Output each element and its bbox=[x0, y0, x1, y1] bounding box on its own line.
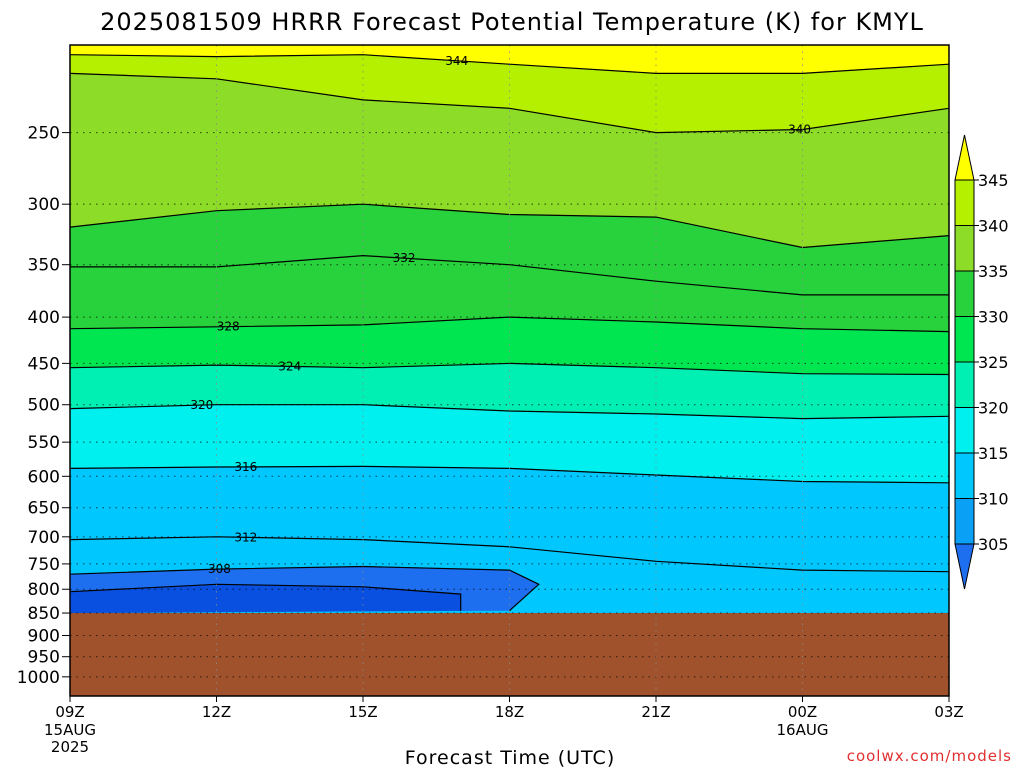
y-tick-label-600: 600 bbox=[28, 467, 60, 487]
colorbar-tick-335: 335 bbox=[978, 262, 1009, 281]
chart-title: 2025081509 HRRR Forecast Potential Tempe… bbox=[100, 8, 924, 36]
colorbar-band-310 bbox=[954, 452, 975, 499]
isentrope-310 bbox=[70, 583, 462, 611]
theta-band-5 bbox=[70, 255, 949, 332]
y-tick-label-700: 700 bbox=[28, 528, 60, 548]
y-axis-ticks: 2503003504004505005506006507007508008509… bbox=[17, 124, 70, 688]
theta-band-1 bbox=[70, 466, 949, 572]
x-axis-label: Forecast Time (UTC) bbox=[405, 747, 615, 768]
x-tick-label-21Z: 21Z bbox=[641, 703, 670, 721]
contour-label-332: 332 bbox=[393, 251, 416, 265]
x-tick-label-03Z: 03Z bbox=[934, 703, 963, 721]
colorbar-tick-325: 325 bbox=[978, 353, 1009, 372]
contour-label-320: 320 bbox=[190, 398, 213, 412]
colorbar-tick-315: 315 bbox=[978, 444, 1009, 463]
theta-band-6 bbox=[70, 204, 949, 295]
x-tick-sublabel-16AUG: 16AUG bbox=[777, 721, 829, 739]
contour-label-312: 312 bbox=[234, 530, 257, 544]
y-tick-label-750: 750 bbox=[28, 555, 60, 575]
colorbar-band-315 bbox=[954, 407, 975, 454]
colorbar-band-330 bbox=[954, 270, 975, 317]
contour-label-316: 316 bbox=[234, 460, 257, 474]
y-tick-label-950: 950 bbox=[28, 648, 60, 668]
credit-text: coolwx.com/models bbox=[847, 747, 1012, 765]
y-tick-label-850: 850 bbox=[28, 604, 60, 624]
y-tick-label-400: 400 bbox=[28, 308, 60, 328]
colorbar-tick-330: 330 bbox=[978, 308, 1009, 327]
contour-label-328: 328 bbox=[217, 320, 240, 334]
y-tick-label-300: 300 bbox=[28, 195, 60, 215]
y-tick-label-550: 550 bbox=[28, 433, 60, 453]
cold-pool-contours bbox=[70, 565, 540, 612]
colorbar-max-arrow bbox=[954, 134, 975, 181]
x-tick-label-18Z: 18Z bbox=[495, 703, 524, 721]
y-tick-label-500: 500 bbox=[28, 396, 60, 416]
theta-band-8 bbox=[70, 54, 949, 133]
contour-labels: 312 316 320 324 328 332 340 344 308 bbox=[190, 54, 811, 576]
colorbar: 345 340 335 330 325 320 315 310 305 bbox=[954, 134, 1009, 590]
colorbar-band-305 bbox=[954, 498, 975, 545]
colorbar-band-335 bbox=[954, 225, 975, 272]
colorbar-band-320 bbox=[954, 361, 975, 408]
y-tick-label-800: 800 bbox=[28, 580, 60, 600]
isentrope-320 bbox=[70, 404, 949, 420]
x-tick-label-15Z: 15Z bbox=[348, 703, 377, 721]
colorbar-tick-345: 345 bbox=[978, 171, 1009, 190]
x-tick-sublabel-15AUG: 15AUG bbox=[44, 721, 96, 739]
colorbar-min-arrow bbox=[954, 543, 975, 590]
y-tick-label-900: 900 bbox=[28, 626, 60, 646]
x-tick-label-00Z: 00Z bbox=[788, 703, 817, 721]
colorbar-tick-320: 320 bbox=[978, 399, 1009, 418]
isentrope-324 bbox=[70, 362, 949, 376]
colorbar-band-340 bbox=[954, 179, 975, 226]
theta-band-4 bbox=[70, 317, 949, 375]
contour-label-308: 308 bbox=[208, 562, 231, 576]
isentrope-344 bbox=[70, 54, 949, 74]
theta-band-2 bbox=[70, 404, 949, 483]
y-tick-label-650: 650 bbox=[28, 499, 60, 519]
y-tick-label-450: 450 bbox=[28, 354, 60, 374]
theta-band-7 bbox=[70, 73, 949, 248]
contour-label-340: 340 bbox=[788, 123, 811, 137]
x-tick-sublabel-2025: 2025 bbox=[51, 738, 89, 756]
y-tick-label-250: 250 bbox=[28, 124, 60, 144]
y-tick-label-350: 350 bbox=[28, 256, 60, 276]
contour-label-324: 324 bbox=[278, 359, 301, 373]
colorbar-tick-305: 305 bbox=[978, 535, 1009, 554]
surface-terrain bbox=[70, 613, 949, 696]
colorbar-tick-310: 310 bbox=[978, 490, 1009, 509]
isentrope-328 bbox=[70, 316, 949, 333]
x-tick-label-12Z: 12Z bbox=[202, 703, 231, 721]
x-tick-label-09Z: 09Z bbox=[55, 703, 84, 721]
contour-label-344: 344 bbox=[445, 54, 468, 68]
colorbar-tick-340: 340 bbox=[978, 217, 1009, 236]
colorbar-band-325 bbox=[954, 316, 975, 363]
y-tick-label-1000: 1000 bbox=[17, 668, 60, 688]
isentrope-308 bbox=[70, 565, 540, 612]
